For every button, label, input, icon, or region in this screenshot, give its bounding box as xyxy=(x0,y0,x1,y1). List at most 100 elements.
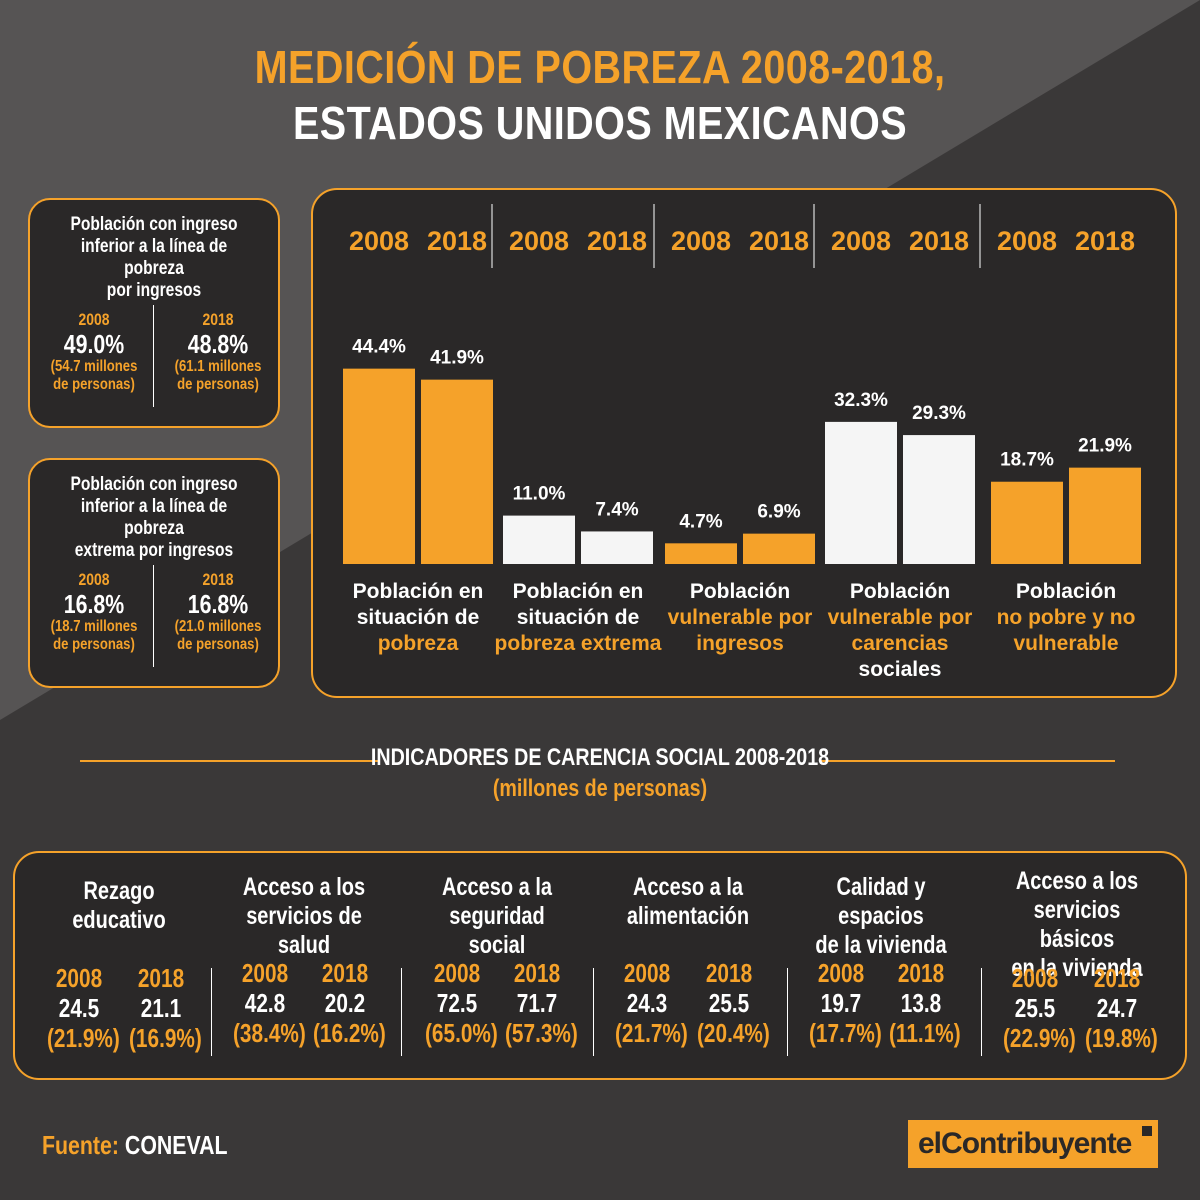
bar-value-label: 4.7% xyxy=(679,511,722,532)
year-header: 2008 xyxy=(349,226,409,256)
indicator-col-2018: 2018 71.7 (57.3%) xyxy=(505,958,578,1048)
indicator-col-2008: 2008 19.7 (17.7%) xyxy=(809,958,882,1048)
section-line-left xyxy=(80,760,380,762)
side-box-col-2008: 2008 16.8% (18.7 millones de personas) xyxy=(50,570,138,653)
category-label: ingresos xyxy=(696,632,784,655)
category-label: vulnerable por xyxy=(668,606,813,629)
indicator-col-2018: 2018 25.5 (20.4%) xyxy=(697,958,770,1048)
bar-2018 xyxy=(903,435,975,564)
divider xyxy=(211,968,212,1056)
divider xyxy=(787,968,788,1056)
source-note: Fuente: CONEVAL xyxy=(42,1130,228,1161)
category-label: carencias xyxy=(852,632,949,655)
divider xyxy=(153,305,154,407)
bar-2018 xyxy=(743,533,815,564)
indicator-col-2008: 2008 24.3 (21.7%) xyxy=(615,958,688,1048)
year-header: 2018 xyxy=(587,226,647,256)
section-title: INDICADORES DE CARENCIA SOCIAL 2008-2018 xyxy=(370,744,830,771)
indicator-col-2018: 2018 21.1 (16.9%) xyxy=(129,963,202,1053)
bar-2018 xyxy=(1069,467,1141,564)
year-header: 2018 xyxy=(909,226,969,256)
bar-2008 xyxy=(503,515,575,564)
category-label: Población en xyxy=(353,580,484,603)
page-subtitle: ESTADOS UNIDOS MEXICANOS xyxy=(292,97,908,149)
bar-2008 xyxy=(343,368,415,564)
indicator-col-2008: 2008 25.5 (22.9%) xyxy=(1003,963,1076,1053)
indicator-col-2018: 2018 13.8 (11.1%) xyxy=(889,958,961,1048)
year-header: 2008 xyxy=(509,226,569,256)
category-label: situación de xyxy=(357,606,480,629)
year-header: 2018 xyxy=(1075,226,1135,256)
elcontribuyente-logo: elContribuyente xyxy=(908,1120,1158,1168)
category-label: vulnerable por xyxy=(828,606,973,629)
indicator-rezago-educativo: Rezago educativo 2008 24.5 (21.9%) 2018 … xyxy=(27,853,211,1078)
poverty-bar-chart: 2008 2018 44.4% 41.9% Población en situación … xyxy=(343,204,1141,681)
indicator-acceso-salud: Acceso a los servicios de salud 2008 42.… xyxy=(211,853,397,1078)
indicator-title: Rezago educativo xyxy=(72,877,166,934)
side-box-title: Población con ingreso inferior a la líne… xyxy=(70,214,238,301)
extreme-poverty-line-income-box: Población con ingreso inferior a la líne… xyxy=(28,458,280,688)
poverty-line-income-box: Población con ingreso inferior a la líne… xyxy=(28,198,280,428)
indicator-col-2008: 2008 72.5 (65.0%) xyxy=(425,958,498,1048)
indicator-title: Acceso a los servicios básicos en la viv… xyxy=(1011,867,1143,982)
bar-value-label: 7.4% xyxy=(595,499,638,520)
bar-value-label: 21.9% xyxy=(1078,436,1132,457)
poverty-bar-chart-panel: 2008 2018 44.4% 41.9% Población en situación … xyxy=(311,188,1177,698)
side-box-col-2008: 2008 49.0% (54.7 millones de personas) xyxy=(50,310,138,393)
indicator-col-2008: 2008 42.8 (38.4%) xyxy=(233,958,306,1048)
indicator-title: Acceso a la alimentación xyxy=(626,873,750,930)
indicator-seguridad-social: Acceso a la seguridad social 2008 72.5 (… xyxy=(401,853,593,1078)
category-label: vulnerable xyxy=(1013,632,1118,655)
divider xyxy=(981,968,982,1056)
category-label: sociales xyxy=(859,658,942,681)
logo-mark-icon xyxy=(1142,1126,1152,1136)
year-header: 2008 xyxy=(997,226,1057,256)
divider xyxy=(401,968,402,1056)
divider xyxy=(153,565,154,667)
category-label: pobreza extrema xyxy=(495,632,662,655)
bar-value-label: 29.3% xyxy=(912,403,966,424)
indicator-title: Acceso a los servicios de salud xyxy=(242,873,366,959)
side-box-col-2018: 2018 48.8% (61.1 millones de personas) xyxy=(174,310,262,393)
logo-text: elContribuyente xyxy=(918,1127,1132,1160)
year-header: 2008 xyxy=(831,226,891,256)
indicator-calidad-vivienda: Calidad y espacios de la vivienda 2008 1… xyxy=(787,853,975,1078)
category-label: pobreza xyxy=(378,632,459,655)
category-label: situación de xyxy=(517,606,640,629)
year-header: 2008 xyxy=(671,226,731,256)
indicator-title: Calidad y espacios de la vivienda xyxy=(815,873,947,959)
bar-value-label: 44.4% xyxy=(352,337,406,358)
side-box-col-2018: 2018 16.8% (21.0 millones de personas) xyxy=(174,570,262,653)
divider xyxy=(593,968,594,1056)
page-title: MEDICIÓN DE POBREZA 2008-2018, xyxy=(254,41,946,93)
section-line-right xyxy=(820,760,1115,762)
side-box-title: Población con ingreso inferior a la líne… xyxy=(70,474,238,561)
bar-value-label: 32.3% xyxy=(834,390,888,411)
category-label: Población xyxy=(1016,580,1116,603)
year-header: 2018 xyxy=(749,226,809,256)
bar-value-label: 6.9% xyxy=(757,502,800,523)
indicator-col-2018: 2018 24.7 (19.8%) xyxy=(1085,963,1158,1053)
bar-2018 xyxy=(581,531,653,564)
indicator-alimentacion: Acceso a la alimentación 2008 24.3 (21.7… xyxy=(593,853,783,1078)
indicator-title: Acceso a la seguridad social xyxy=(441,873,553,959)
year-header: 2018 xyxy=(427,226,487,256)
section-subtitle: (millones de personas) xyxy=(492,775,708,802)
indicator-col-2018: 2018 20.2 (16.2%) xyxy=(313,958,386,1048)
bar-2008 xyxy=(665,543,737,564)
category-label: Población xyxy=(850,580,950,603)
category-label: no pobre y no xyxy=(997,606,1136,629)
bar-2008 xyxy=(991,481,1063,564)
bar-value-label: 18.7% xyxy=(1000,450,1054,471)
social-deprivation-indicators-panel: Rezago educativo 2008 24.5 (21.9%) 2018 … xyxy=(13,851,1187,1080)
category-label: Población xyxy=(690,580,790,603)
source-value: CONEVAL xyxy=(124,1130,228,1160)
indicator-servicios-basicos: Acceso a los servicios básicos en la viv… xyxy=(981,853,1173,1078)
source-label: Fuente: xyxy=(42,1130,119,1160)
bar-2008 xyxy=(825,421,897,564)
indicator-col-2008: 2008 24.5 (21.9%) xyxy=(47,963,120,1053)
bar-value-label: 41.9% xyxy=(430,348,484,369)
bar-2018 xyxy=(421,379,493,564)
bar-value-label: 11.0% xyxy=(513,484,566,505)
category-label: Población en xyxy=(513,580,644,603)
